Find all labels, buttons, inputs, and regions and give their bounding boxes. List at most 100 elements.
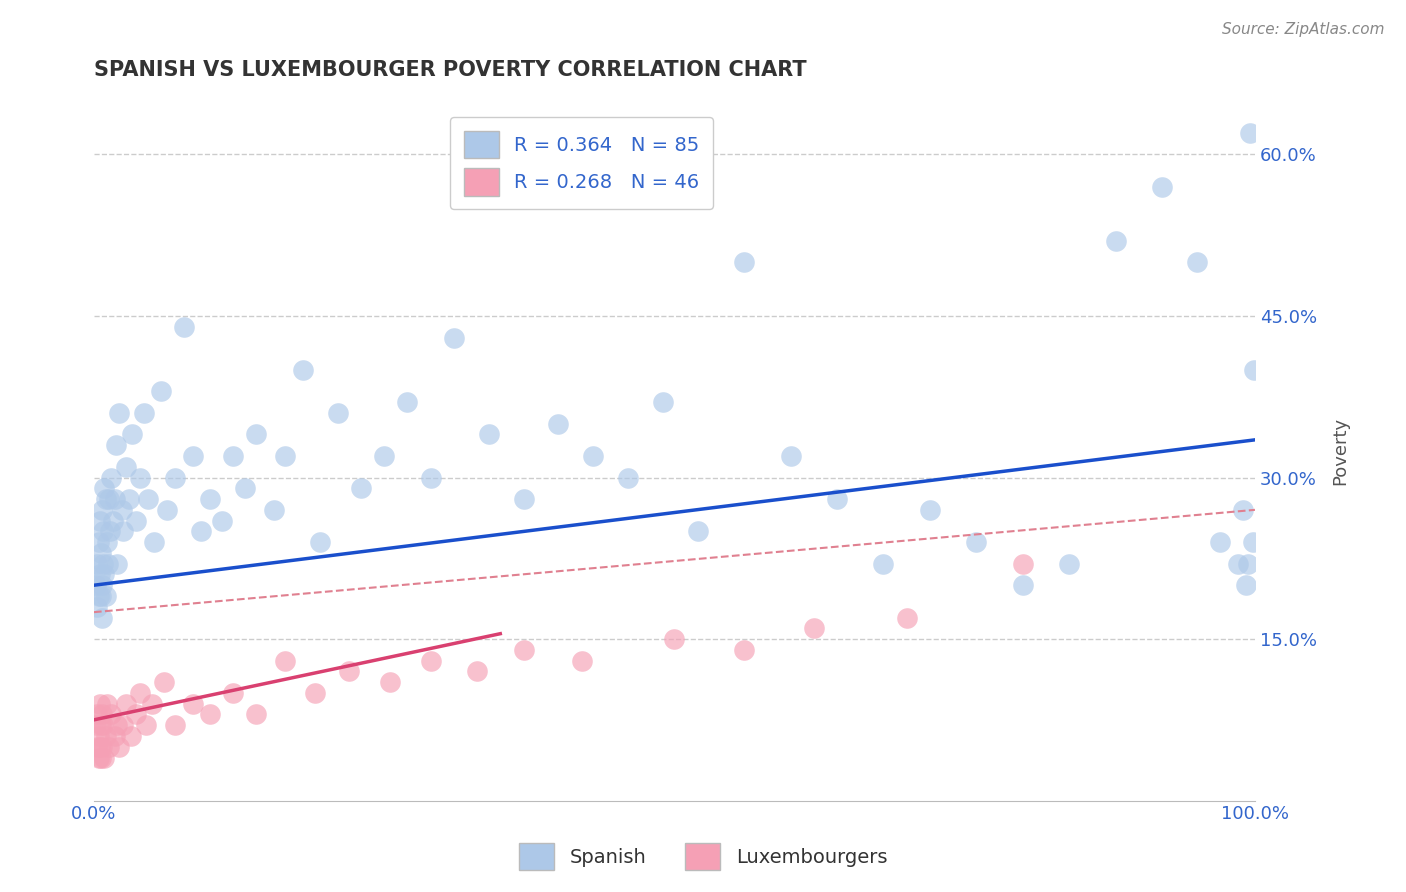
Point (181, 449, 204, 463)
Point (115, 459, 138, 474)
Point (93, 481, 115, 495)
Point (211, 514, 233, 528)
Point (129, 686, 152, 700)
Point (274, 654, 297, 668)
Point (108, 406, 131, 420)
Point (233, 481, 256, 495)
Point (582, 449, 605, 463)
Point (1241, 535, 1264, 549)
Point (419, 654, 441, 668)
Point (1011, 578, 1033, 592)
Point (825, 491, 848, 506)
Point (263, 503, 285, 517)
Point (87, 729, 110, 743)
Point (138, 491, 160, 506)
Point (337, 665, 360, 679)
Point (198, 707, 221, 722)
Point (274, 449, 297, 463)
Point (91, 557, 114, 571)
Point (111, 718, 134, 732)
Point (198, 491, 221, 506)
Point (896, 610, 918, 624)
Point (129, 470, 152, 484)
Point (84, 578, 107, 592)
Point (98, 524, 121, 539)
Point (617, 470, 640, 484)
Point (94, 491, 117, 506)
Point (91, 524, 114, 539)
Point (664, 632, 686, 646)
Point (291, 363, 314, 377)
Point (156, 503, 179, 517)
Point (165, 718, 187, 732)
Point (222, 449, 245, 463)
Point (141, 697, 163, 711)
Point (90, 750, 112, 764)
Point (918, 503, 941, 517)
Y-axis label: Poverty: Poverty (1331, 417, 1348, 484)
Point (245, 707, 267, 722)
Point (87, 750, 110, 764)
Point (465, 665, 488, 679)
Point (91, 578, 114, 592)
Point (419, 470, 441, 484)
Point (245, 427, 267, 442)
Point (165, 470, 187, 484)
Point (104, 491, 127, 506)
Point (181, 697, 204, 711)
Point (108, 739, 131, 754)
Point (173, 319, 195, 334)
Point (94, 729, 117, 743)
Point (90, 718, 112, 732)
Point (93, 750, 115, 764)
Text: SPANISH VS LUXEMBOURGER POVERTY CORRELATION CHART: SPANISH VS LUXEMBOURGER POVERTY CORRELAT… (94, 60, 807, 79)
Point (120, 729, 142, 743)
Point (104, 729, 127, 743)
Point (91, 739, 114, 754)
Point (190, 524, 212, 539)
Point (1232, 503, 1254, 517)
Point (121, 427, 143, 442)
Text: Source: ZipAtlas.com: Source: ZipAtlas.com (1222, 22, 1385, 37)
Point (143, 535, 166, 549)
Point (152, 675, 174, 690)
Point (779, 449, 801, 463)
Point (1152, 179, 1174, 194)
Point (132, 406, 155, 420)
Point (135, 718, 157, 732)
Point (686, 524, 709, 539)
Point (443, 330, 465, 344)
Point (90, 589, 112, 603)
Point (1239, 126, 1261, 140)
Point (97, 557, 120, 571)
Point (115, 697, 138, 711)
Point (125, 514, 148, 528)
Point (96, 535, 118, 549)
Point (111, 503, 134, 517)
Point (571, 654, 593, 668)
Point (1226, 557, 1249, 571)
Point (150, 384, 173, 399)
Point (1237, 557, 1260, 571)
Point (86, 599, 108, 614)
Point (90, 546, 112, 560)
Point (512, 643, 534, 657)
Point (91, 503, 114, 517)
Point (104, 438, 127, 452)
Point (93, 567, 115, 582)
Point (100, 707, 122, 722)
Point (378, 675, 401, 690)
Point (965, 535, 987, 549)
Point (84, 718, 107, 732)
Point (733, 643, 755, 657)
Point (1243, 363, 1265, 377)
Point (1185, 255, 1208, 269)
Point (1011, 557, 1033, 571)
Point (350, 481, 373, 495)
Point (105, 718, 128, 732)
Point (98, 491, 121, 506)
Point (91, 707, 114, 722)
Point (309, 535, 332, 549)
Point (111, 524, 134, 539)
Point (1209, 535, 1232, 549)
